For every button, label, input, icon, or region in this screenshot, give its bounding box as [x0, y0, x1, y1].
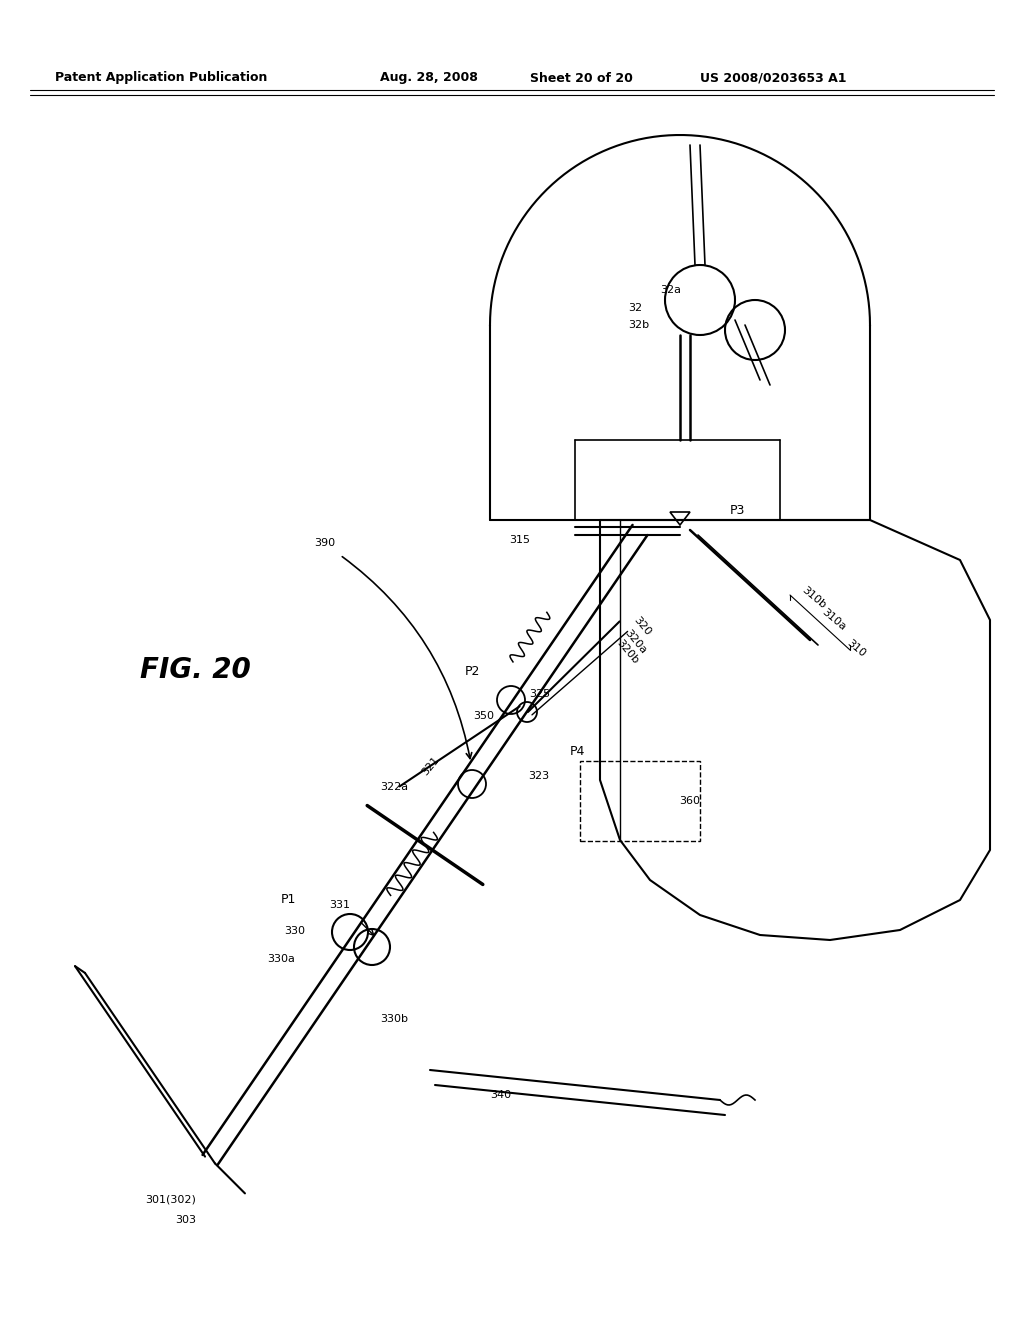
FancyBboxPatch shape: [580, 762, 699, 841]
Text: 331: 331: [330, 900, 350, 911]
Text: 310a: 310a: [820, 607, 848, 632]
Text: 390: 390: [314, 539, 335, 548]
Text: 32: 32: [628, 304, 642, 313]
Text: 320b: 320b: [614, 638, 640, 665]
Text: P1: P1: [281, 894, 296, 906]
Text: 330b: 330b: [381, 1015, 409, 1024]
Text: FIG. 20: FIG. 20: [140, 656, 251, 684]
Text: 340: 340: [490, 1090, 511, 1100]
Text: 330: 330: [285, 927, 305, 936]
Text: Patent Application Publication: Patent Application Publication: [55, 71, 267, 84]
Text: 322a: 322a: [380, 781, 408, 792]
Text: 310: 310: [845, 638, 867, 659]
Text: P3: P3: [730, 503, 745, 516]
Text: 301(302): 301(302): [145, 1195, 196, 1205]
Text: 303: 303: [175, 1214, 196, 1225]
Text: 330a: 330a: [267, 954, 296, 965]
Text: P4: P4: [569, 744, 585, 758]
Text: 323: 323: [528, 771, 550, 781]
Text: 325: 325: [529, 689, 551, 700]
Text: 320: 320: [632, 615, 653, 638]
Text: P2: P2: [465, 665, 480, 678]
Text: 315: 315: [509, 535, 530, 545]
Text: US 2008/0203653 A1: US 2008/0203653 A1: [700, 71, 847, 84]
Text: 321: 321: [420, 755, 441, 777]
Text: 350: 350: [473, 711, 495, 722]
Text: 310b: 310b: [800, 585, 827, 611]
Text: Aug. 28, 2008: Aug. 28, 2008: [380, 71, 478, 84]
Text: 32b: 32b: [628, 319, 649, 330]
Text: 32a: 32a: [660, 285, 681, 294]
Text: Sheet 20 of 20: Sheet 20 of 20: [530, 71, 633, 84]
Text: 320a: 320a: [623, 627, 648, 655]
Text: 360: 360: [680, 796, 700, 807]
